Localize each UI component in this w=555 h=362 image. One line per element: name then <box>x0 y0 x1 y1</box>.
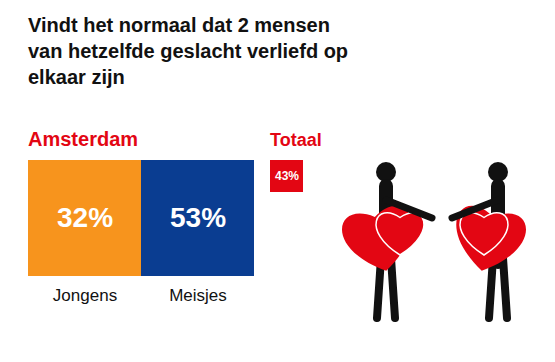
svg-text:32%: 32% <box>57 202 113 233</box>
svg-text:43%: 43% <box>275 169 299 183</box>
html-text:Amsterdam: Amsterdam <box>28 128 138 150</box>
html-text:Totaal: Totaal <box>270 130 322 150</box>
svg-text:53%: 53% <box>170 202 226 233</box>
html-text:Vindt het normaal dat 2 mensen: Vindt het normaal dat 2 mensen van hetze… <box>28 14 349 88</box>
svg-text:Jongens: Jongens <box>53 286 117 305</box>
svg-text:Meisjes: Meisjes <box>169 286 227 305</box>
